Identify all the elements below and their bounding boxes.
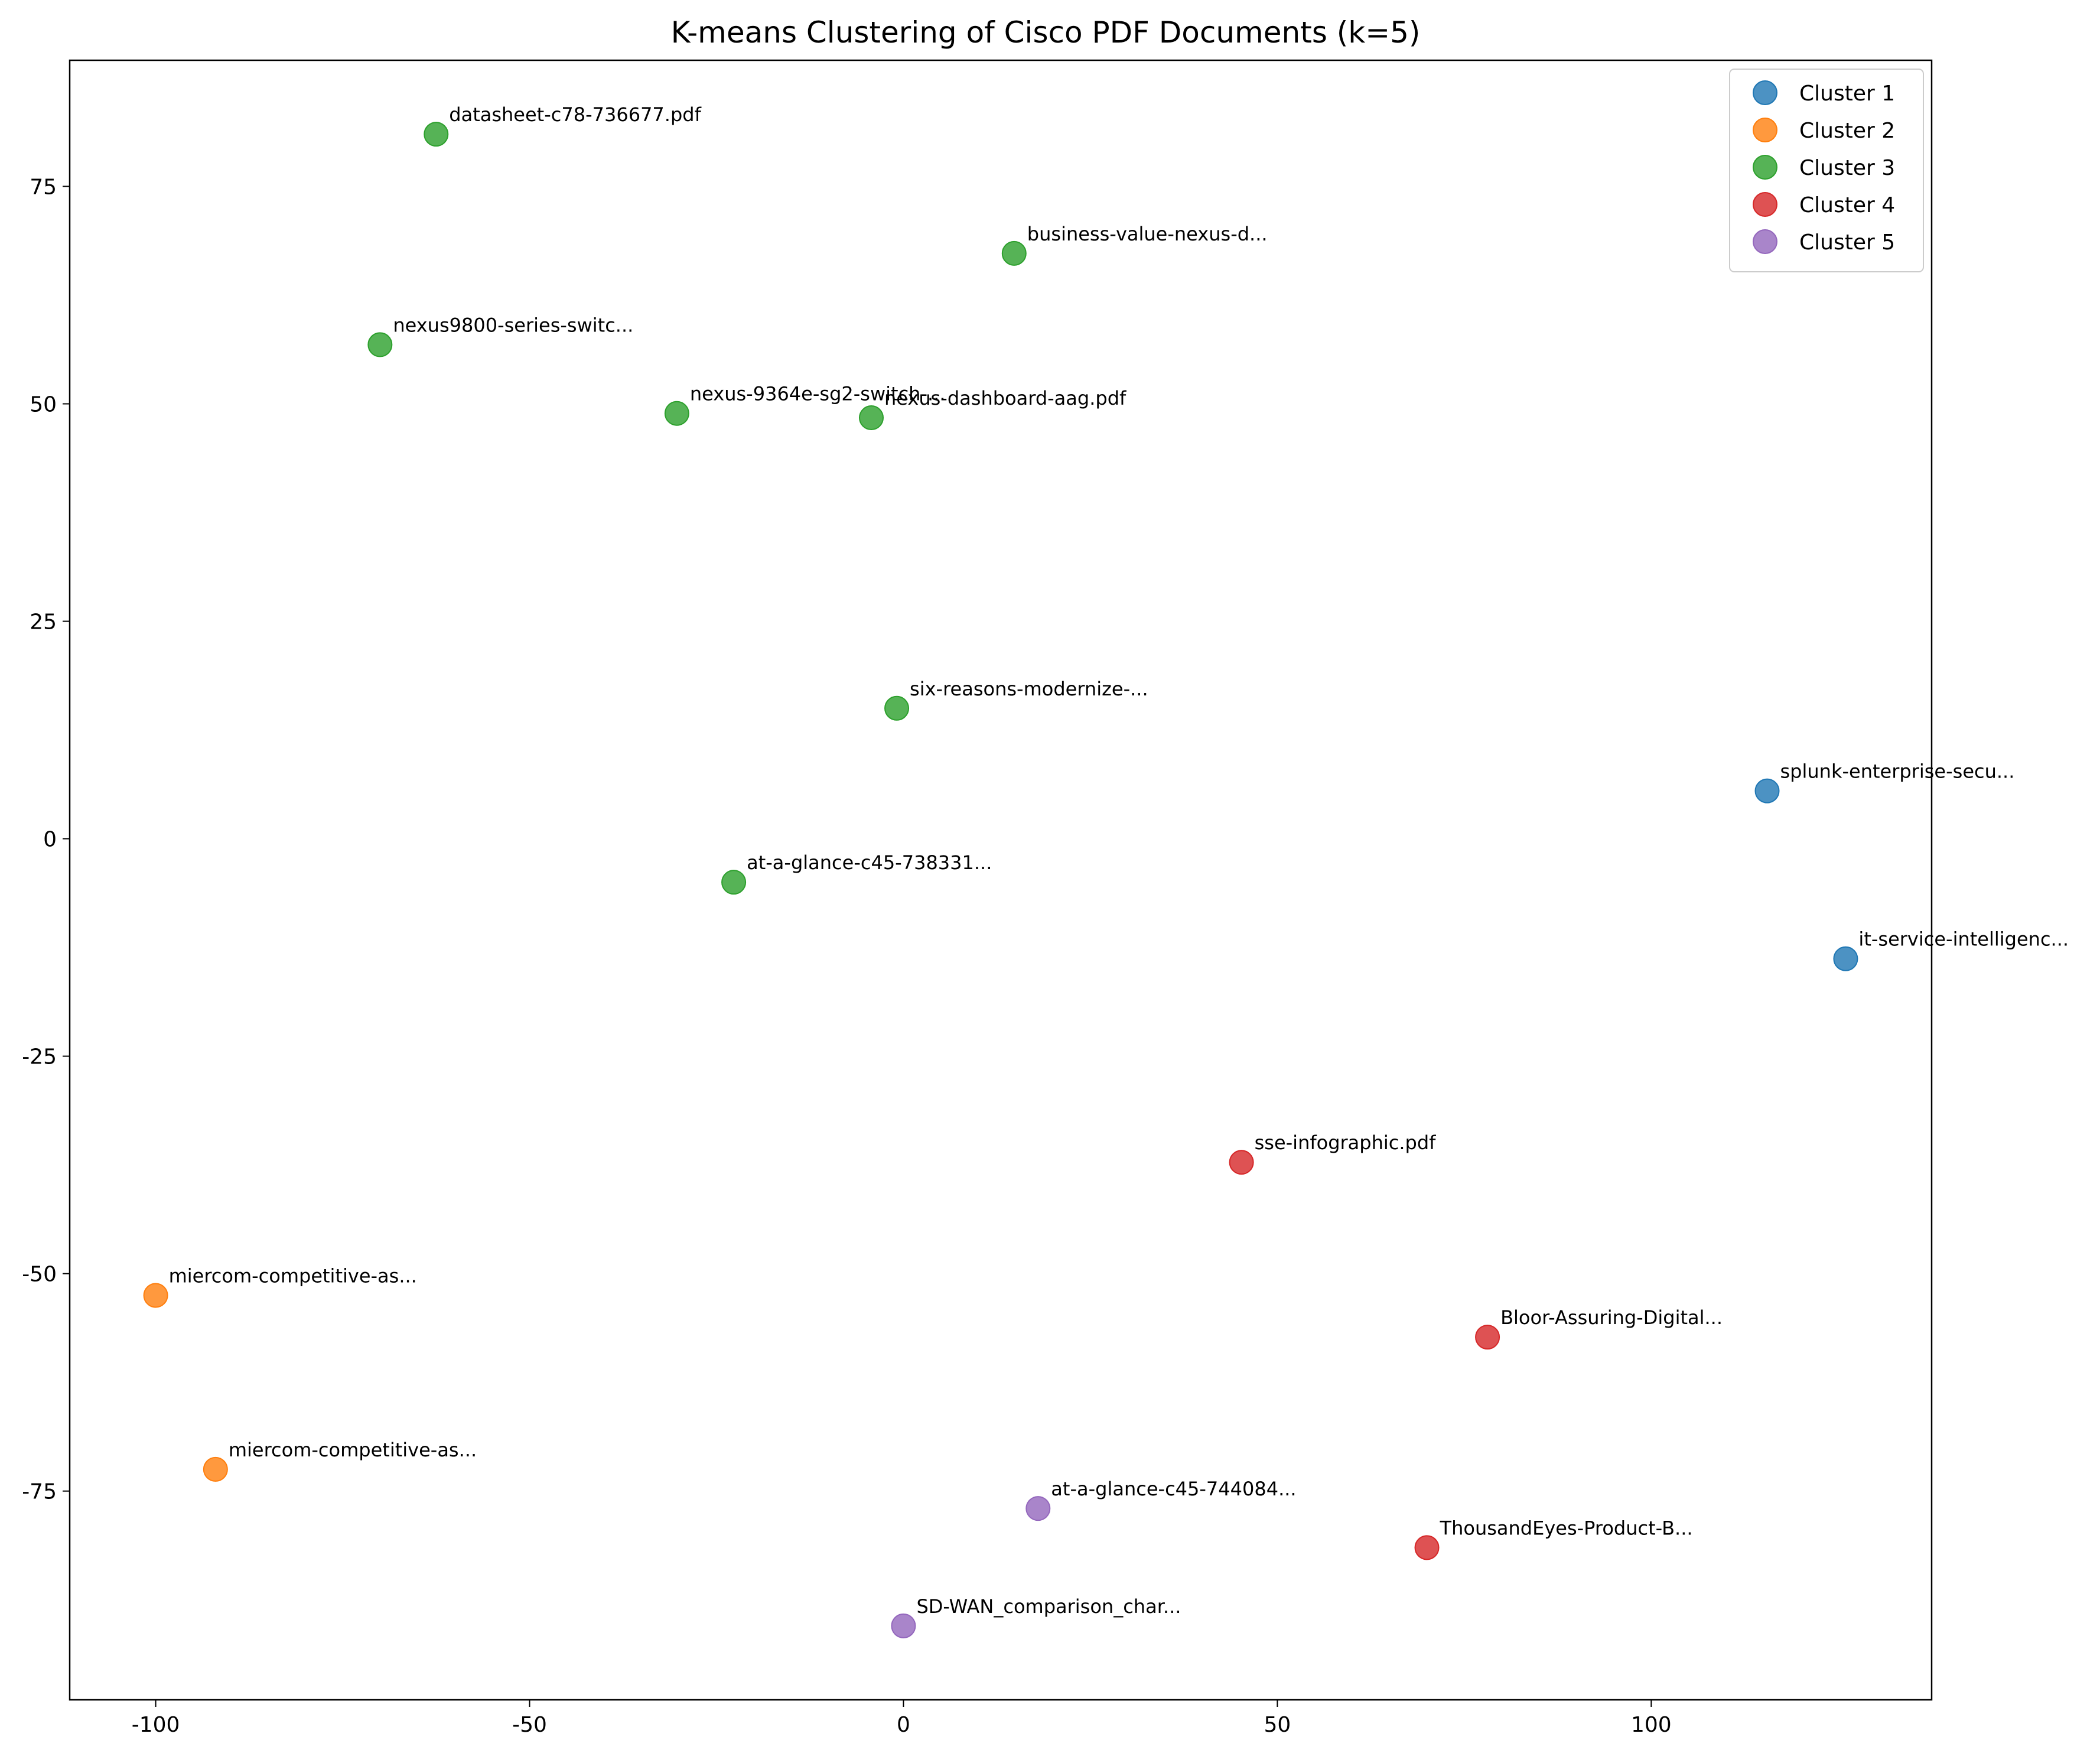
point-label: SD-WAN_comparison_char... <box>916 1595 1181 1618</box>
point-label: it-service-intelligenc... <box>1858 928 2069 951</box>
data-point <box>1414 1535 1440 1560</box>
data-point <box>367 332 393 357</box>
point-label: splunk-enterprise-secu... <box>1780 760 2015 783</box>
x-axis: -100 -50 0 50 100 <box>132 1700 1672 1737</box>
data-point <box>1833 946 1858 971</box>
data-point <box>1475 1325 1500 1350</box>
x-tick-label: -100 <box>132 1713 180 1737</box>
data-point <box>721 870 747 895</box>
point-label: sse-infographic.pdf <box>1255 1131 1437 1154</box>
data-point <box>859 405 884 431</box>
legend-marker <box>1753 118 1777 142</box>
point-label: six-reasons-modernize-... <box>910 678 1148 700</box>
y-tick-label: 50 <box>30 392 57 417</box>
y-tick-label: -50 <box>22 1263 57 1287</box>
chart-title: K-means Clustering of Cisco PDF Document… <box>671 15 1421 50</box>
legend-label: Cluster 2 <box>1799 119 1895 143</box>
legend-marker <box>1753 80 1777 105</box>
point-label: nexus9800-series-switc... <box>393 314 633 336</box>
point-labels: splunk-enterprise-secu... it-service-inte… <box>169 103 2069 1618</box>
data-point <box>143 1283 168 1308</box>
point-label: at-a-glance-c45-738331... <box>747 851 992 874</box>
y-tick-label: -75 <box>22 1480 57 1504</box>
data-point <box>891 1613 916 1638</box>
y-tick-label: 25 <box>30 610 57 635</box>
data-points <box>143 122 1858 1638</box>
data-point <box>1754 778 1780 804</box>
point-label: miercom-competitive-as... <box>229 1439 477 1461</box>
y-tick-label: -25 <box>22 1045 57 1069</box>
data-point <box>884 695 910 721</box>
data-point <box>424 122 449 147</box>
point-label: business-value-nexus-d... <box>1027 223 1268 245</box>
x-tick-label: -50 <box>512 1713 547 1737</box>
point-label: at-a-glance-c45-744084... <box>1051 1478 1296 1500</box>
legend-box <box>1729 69 1924 272</box>
data-point <box>1229 1150 1254 1175</box>
y-axis: 75 50 25 0 -25 -50 -75 <box>22 175 70 1504</box>
y-tick-label: 0 <box>43 828 57 852</box>
legend-label: Cluster 1 <box>1799 82 1895 106</box>
point-label: datasheet-c78-736677.pdf <box>449 103 701 126</box>
x-tick-label: 100 <box>1631 1713 1672 1737</box>
plot-frame <box>69 59 1933 1701</box>
x-tick-label: 0 <box>897 1713 910 1737</box>
legend-label: Cluster 4 <box>1799 193 1895 217</box>
data-point <box>1025 1496 1051 1521</box>
data-point <box>1001 240 1027 266</box>
data-point <box>203 1456 228 1482</box>
legend-label: Cluster 3 <box>1799 156 1895 180</box>
point-label: Bloor-Assuring-Digital... <box>1500 1306 1723 1329</box>
legend-label: Cluster 5 <box>1799 230 1895 255</box>
legend-marker <box>1753 229 1777 254</box>
x-tick-label: 50 <box>1264 1713 1291 1737</box>
point-label: nexus-dashboard-aag.pdf <box>884 387 1126 409</box>
y-tick-label: 75 <box>30 175 57 199</box>
point-label: nexus-9364e-sg2-switch-... <box>690 383 946 405</box>
legend: Cluster 1 Cluster 2 Cluster 3 Cluster 4 Clus… <box>1729 69 1924 272</box>
point-label: miercom-competitive-as... <box>169 1264 417 1287</box>
data-point <box>664 401 689 426</box>
legend-marker <box>1753 155 1777 180</box>
point-label: ThousandEyes-Product-B... <box>1440 1517 1693 1539</box>
legend-marker <box>1753 192 1777 217</box>
